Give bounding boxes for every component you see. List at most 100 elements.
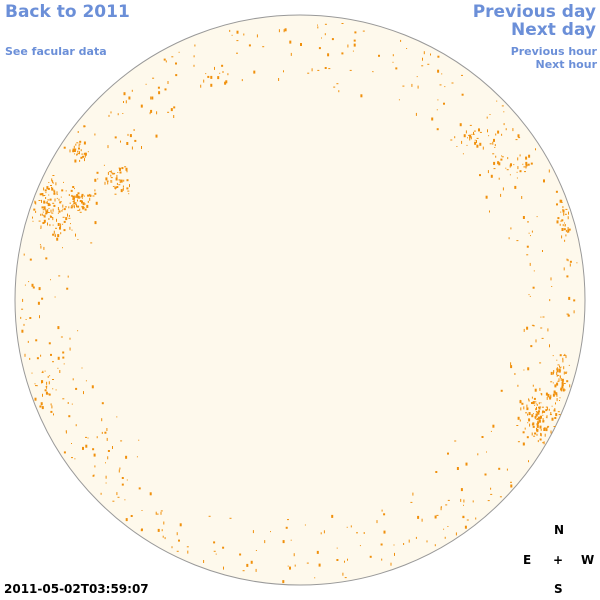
- facula-point: [455, 532, 457, 536]
- facula-point: [49, 198, 52, 201]
- facula-point: [527, 413, 529, 416]
- facula-point: [560, 388, 562, 390]
- facula-point: [542, 442, 545, 444]
- facula-point: [550, 371, 553, 375]
- previous-day-link[interactable]: Previous day: [472, 2, 596, 22]
- facula-point: [492, 141, 494, 145]
- facula-point: [83, 141, 86, 145]
- facula-point: [89, 197, 91, 201]
- facula-point: [75, 202, 77, 206]
- facula-point: [392, 61, 394, 63]
- facula-point: [45, 208, 47, 212]
- facula-point: [472, 500, 474, 503]
- facula-point: [78, 143, 81, 145]
- facula-point: [214, 66, 215, 70]
- facula-point: [81, 200, 83, 204]
- facula-point: [46, 186, 48, 188]
- facula-point: [536, 417, 538, 420]
- facula-point: [503, 123, 505, 126]
- facula-point: [564, 222, 565, 224]
- facula-point: [112, 446, 113, 449]
- facula-point: [47, 187, 50, 190]
- facula-point: [20, 316, 22, 319]
- facula-point: [515, 139, 518, 141]
- facula-point: [219, 72, 221, 74]
- facula-point: [50, 209, 52, 213]
- see-facular-data-link[interactable]: See facular data: [5, 45, 107, 58]
- facula-point: [539, 438, 542, 441]
- facula-point: [435, 471, 438, 473]
- facula-point: [116, 174, 118, 178]
- facula-point: [539, 425, 542, 429]
- next-hour-link[interactable]: Next hour: [535, 58, 598, 71]
- facula-point: [462, 515, 465, 518]
- facula-point: [63, 451, 66, 454]
- facula-point: [533, 435, 536, 437]
- facula-point: [501, 155, 503, 157]
- facula-point: [423, 51, 425, 55]
- facula-point: [525, 161, 528, 165]
- facula-point: [547, 425, 550, 427]
- facula-point: [78, 144, 80, 147]
- facula-point: [82, 155, 85, 158]
- facula-point: [565, 208, 568, 210]
- facula-point: [540, 393, 542, 395]
- facula-point: [67, 275, 69, 278]
- facula-point: [39, 315, 40, 319]
- facula-point: [150, 96, 152, 100]
- facula-point: [123, 179, 125, 182]
- facula-point: [163, 521, 165, 525]
- facula-point: [555, 190, 558, 193]
- facula-point: [526, 326, 529, 330]
- facula-point: [495, 155, 497, 158]
- facula-point: [164, 537, 166, 540]
- facula-point: [282, 580, 285, 584]
- facula-point: [94, 192, 97, 195]
- facula-point: [60, 226, 61, 230]
- facula-point: [558, 414, 561, 416]
- facula-point: [437, 55, 440, 58]
- facula-point: [517, 416, 520, 420]
- facula-point: [210, 75, 213, 79]
- facula-point: [568, 296, 571, 300]
- facula-point: [87, 151, 89, 153]
- facula-point: [82, 446, 84, 450]
- facula-point: [62, 216, 65, 218]
- facula-point: [535, 413, 537, 417]
- facula-point: [516, 177, 518, 179]
- facula-point: [116, 182, 118, 185]
- next-day-link[interactable]: Next day: [511, 20, 596, 40]
- facula-point: [44, 189, 47, 192]
- facula-point: [107, 450, 110, 452]
- facula-point: [175, 74, 178, 77]
- facula-point: [576, 262, 578, 264]
- facula-point: [564, 353, 566, 356]
- facula-point: [255, 550, 257, 551]
- facula-point: [239, 553, 242, 556]
- facula-point: [514, 185, 517, 189]
- facula-point: [447, 499, 450, 501]
- facula-point: [496, 100, 498, 102]
- facula-point: [243, 33, 245, 36]
- facula-point: [411, 83, 413, 87]
- facula-point: [349, 69, 352, 71]
- facula-point: [112, 186, 114, 187]
- facula-point: [528, 399, 530, 402]
- facula-point: [41, 380, 42, 384]
- facula-point: [324, 33, 326, 36]
- facula-point: [536, 216, 538, 218]
- facula-point: [565, 229, 567, 232]
- facula-point: [89, 194, 92, 197]
- facula-point: [569, 384, 571, 388]
- back-to-2011-link[interactable]: Back to 2011: [5, 2, 130, 22]
- facula-point: [43, 195, 46, 196]
- facula-point: [536, 433, 538, 436]
- facula-point: [62, 351, 65, 354]
- facula-point: [324, 23, 327, 25]
- facula-point: [460, 488, 463, 492]
- facula-point: [170, 108, 173, 112]
- facula-point: [71, 457, 73, 459]
- previous-hour-link[interactable]: Previous hour: [510, 45, 597, 58]
- facula-point: [360, 94, 363, 98]
- facula-point: [493, 138, 495, 142]
